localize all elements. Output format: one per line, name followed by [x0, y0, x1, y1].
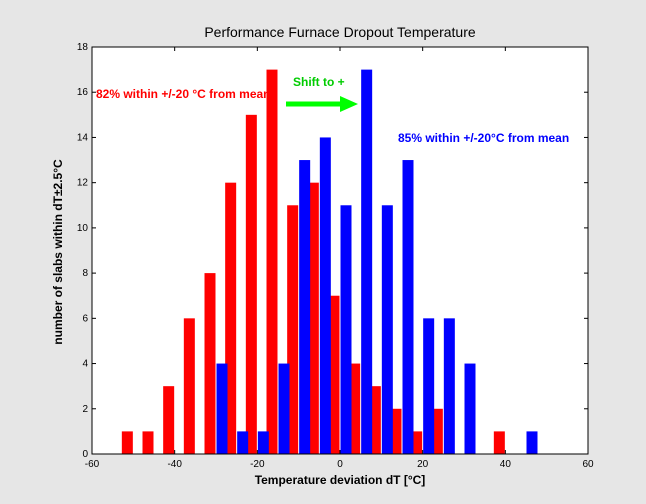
y-tick-label: 14 [77, 132, 89, 143]
bar-series-1 [204, 273, 216, 454]
y-tick-label: 10 [77, 223, 89, 234]
bar-series-1 [163, 386, 175, 454]
bar-series-2 [402, 160, 414, 455]
x-tick-label: 20 [417, 459, 429, 470]
chart-title: Performance Furnace Dropout Temperature [204, 24, 476, 40]
bar-series-2 [443, 318, 455, 454]
y-tick-label: 16 [77, 87, 89, 98]
bar-series-1 [183, 318, 195, 454]
bar-series-2 [299, 160, 311, 455]
x-tick-label: 0 [337, 459, 343, 470]
bar-series-1 [411, 431, 423, 454]
bar-series-1 [287, 205, 299, 454]
bar-series-2 [361, 69, 373, 454]
bar-series-1 [266, 69, 278, 454]
bar-series-1 [142, 431, 154, 454]
bar-series-2 [319, 137, 331, 454]
x-tick-label: -60 [85, 459, 100, 470]
bar-series-1 [121, 431, 133, 454]
bar-series-1 [493, 431, 505, 454]
y-tick-label: 6 [82, 313, 88, 324]
bar-series-2 [237, 431, 249, 454]
bar-series-2 [278, 363, 290, 454]
bar-series-1 [390, 408, 402, 454]
bar-series-1 [431, 408, 443, 454]
bar-series-2 [340, 205, 352, 454]
bar-series-1 [349, 363, 361, 454]
bar-series-2 [257, 431, 269, 454]
y-axis-label: number of slabs within dT±2.5°C [51, 159, 65, 345]
x-tick-label: -20 [250, 459, 265, 470]
y-tick-label: 12 [77, 178, 89, 189]
bar-series-2 [216, 363, 228, 454]
y-tick-label: 8 [82, 268, 88, 279]
bar-series-2 [464, 363, 476, 454]
shift-arrow [286, 96, 358, 112]
bar-series-1 [245, 114, 257, 454]
x-tick-label: -40 [167, 459, 182, 470]
annotation-shift: Shift to + [293, 75, 345, 89]
bar-series-2 [381, 205, 393, 454]
bar-series-1 [307, 182, 319, 454]
y-tick-label: 4 [82, 359, 88, 370]
x-tick-label: 60 [582, 459, 594, 470]
plot-frame [91, 46, 589, 455]
bar-series-2 [423, 318, 435, 454]
y-tick-label: 0 [82, 449, 88, 460]
x-axis-label: Temperature deviation dT [°C] [255, 473, 426, 487]
bar-series-1 [369, 386, 381, 454]
annotation-blue: 85% within +/-20°C from mean [398, 131, 569, 145]
x-tick-label: 40 [500, 459, 512, 470]
y-tick-label: 18 [77, 42, 89, 53]
bar-series-1 [328, 295, 340, 454]
annotation-red: 82% within +/-20 °C from mean [96, 87, 271, 101]
plot-area [92, 47, 588, 454]
y-tick-label: 2 [82, 404, 88, 415]
bar-series-2 [526, 431, 538, 454]
bar-series-1 [225, 182, 237, 454]
